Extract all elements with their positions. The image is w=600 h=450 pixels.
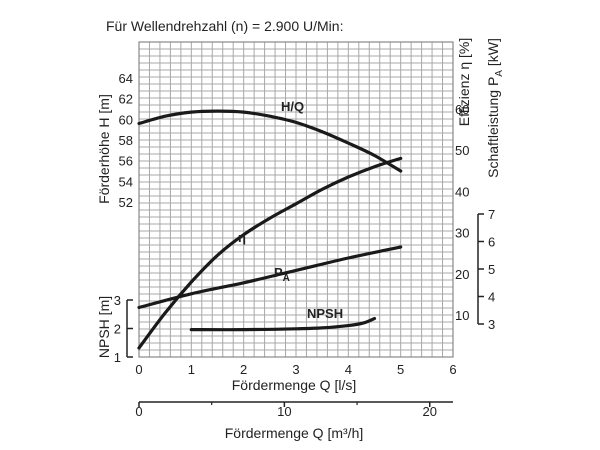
head-tick-label: 60	[119, 112, 133, 127]
head-axis-label: Förderhöhe H [m]	[96, 94, 112, 204]
x-tick-label: 3	[292, 362, 299, 377]
x-tick-label: 4	[345, 362, 352, 377]
efficiency-tick-label: 60	[455, 102, 469, 117]
series-efficiency-line	[137, 156, 403, 350]
series-label-npsh: NPSH	[307, 306, 343, 321]
npsh-tick-label: 1	[114, 350, 121, 365]
x-tick-label: 5	[397, 362, 404, 377]
head-tick-label: 54	[119, 174, 133, 189]
x2-tick-label: 0	[135, 404, 142, 419]
head-tick-label: 58	[119, 133, 133, 148]
power-axis-label: Schaftleistung PA [kW]	[485, 38, 505, 178]
head-tick-label: 62	[119, 92, 133, 107]
npsh-tick-label: 3	[114, 293, 121, 308]
series-hq-line	[137, 109, 403, 173]
efficiency-tick-label: 40	[455, 184, 469, 199]
x-tick-label: 1	[188, 362, 195, 377]
x-tick-label: 0	[135, 362, 142, 377]
efficiency-axis-label: Effizienz η [%]	[456, 38, 472, 126]
series-npsh-line	[189, 316, 377, 332]
power-axis-label-main: Schaftleistung P	[485, 77, 501, 178]
efficiency-tick-label: 10	[455, 308, 469, 323]
head-tick-label: 64	[119, 71, 133, 86]
power-axis-label-sub: A	[494, 70, 505, 77]
series-label-pa: PA	[274, 265, 290, 284]
series-label-eta: η	[238, 230, 246, 245]
series-label-pa-sub: A	[283, 273, 290, 284]
series-label-pa-main: P	[274, 265, 283, 280]
plot-frame	[138, 41, 454, 358]
efficiency-tick-label: 20	[455, 267, 469, 282]
x-tick-label: 2	[240, 362, 247, 377]
tick-labels: 0 1 2 3 4 5 60 10 205254565860626412310203040506…	[114, 71, 495, 419]
efficiency-tick-label: 30	[455, 226, 469, 241]
power-tick-label: 7	[488, 207, 495, 222]
series-lines	[137, 109, 403, 350]
power-tick-label: 4	[488, 290, 495, 305]
head-tick-label: 56	[119, 154, 133, 169]
npsh-axis-label: NPSH [m]	[96, 296, 112, 358]
series-label-hq: H/Q	[281, 99, 304, 114]
power-tick-label: 3	[488, 317, 495, 332]
power-axis-label-unit: [kW]	[485, 38, 501, 70]
x-axis-label: Fördermenge Q [l/s]	[232, 377, 357, 393]
x-tick-label: 6	[449, 362, 456, 377]
series-power-line	[137, 245, 403, 310]
npsh-tick-label: 2	[114, 322, 121, 337]
x2-tick-label: 10	[277, 404, 291, 419]
chart-title: Für Wellendrehzahl (n) = 2.900 U/Min:	[106, 18, 343, 34]
x2-axis-label: Fördermenge Q [m³/h]	[225, 425, 364, 441]
efficiency-tick-label: 50	[455, 143, 469, 158]
power-tick-label: 5	[488, 262, 495, 277]
head-tick-label: 52	[119, 195, 133, 210]
power-tick-label: 6	[488, 235, 495, 250]
x2-tick-label: 20	[423, 404, 437, 419]
chart-grid	[138, 41, 454, 358]
